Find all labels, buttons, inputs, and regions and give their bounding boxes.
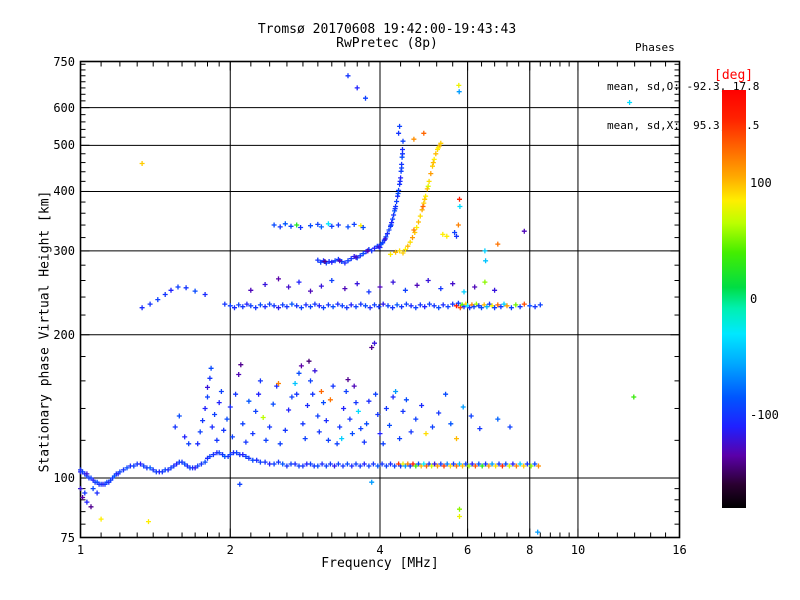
x-tick-label: 1 xyxy=(76,543,85,557)
y-tick-label: 200 xyxy=(53,327,75,342)
y-tick-label: 75 xyxy=(60,530,75,545)
x-tick-label: 8 xyxy=(526,543,534,557)
colorbar-tick-label: 0 xyxy=(750,292,758,306)
colorbar-label: [deg] xyxy=(714,68,754,83)
x-tick-label: 6 xyxy=(463,543,472,557)
x-axis-label: Frequency [MHz] xyxy=(321,556,439,571)
x-tick-label: 10 xyxy=(570,543,586,557)
y-tick-label: 600 xyxy=(53,100,75,115)
y-tick-label: 500 xyxy=(53,138,75,153)
colorbar-tick-label: -100 xyxy=(750,408,779,423)
plot-subtitle: RwPretec (8p) xyxy=(336,36,438,51)
colorbar-tick-label: 100 xyxy=(750,175,772,190)
y-tick-label: 400 xyxy=(53,184,75,199)
x-tick-label: 4 xyxy=(376,543,384,557)
plot-title: Tromsø 20170608 19:42:00-19:43:43 xyxy=(257,22,517,37)
x-tick-label: 16 xyxy=(672,543,687,557)
y-tick-label: 750 xyxy=(53,54,75,69)
x-tick-label: 2 xyxy=(226,543,234,557)
y-tick-label: 100 xyxy=(53,471,75,486)
y-tick-label: 300 xyxy=(53,243,75,258)
phases-mean-o: mean, sd,O: -92.3, 17.8 xyxy=(607,80,760,93)
phases-heading: Phases xyxy=(635,41,675,54)
